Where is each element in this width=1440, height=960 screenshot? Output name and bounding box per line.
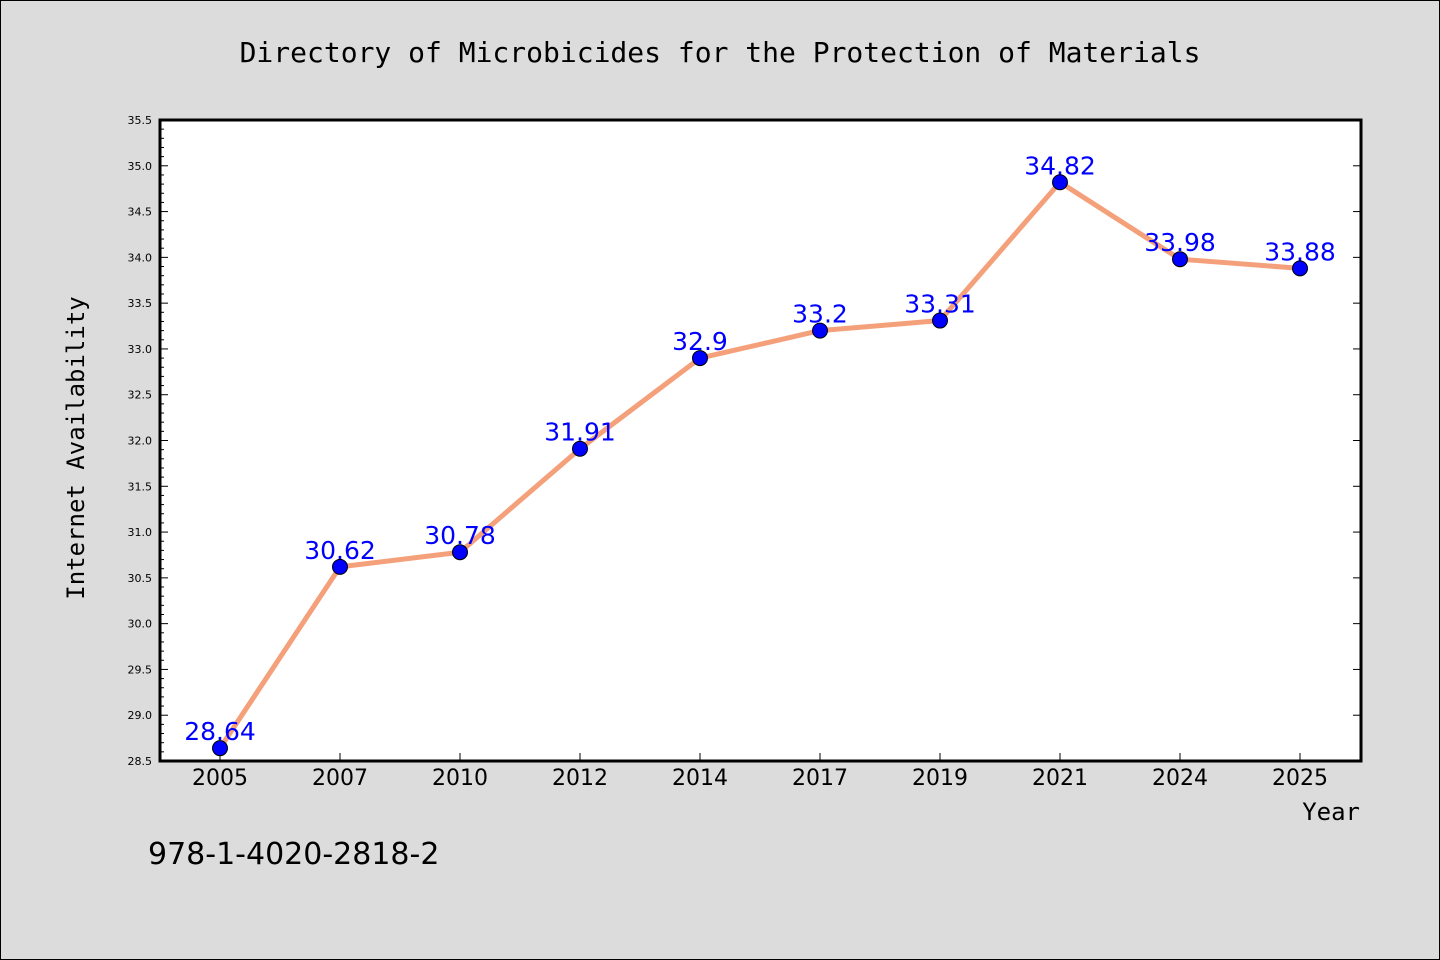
x-tick-label: 2014 [672,766,728,791]
y-tick-label: 32.5 [128,389,153,402]
y-tick-label: 28.5 [128,755,153,768]
x-tick-label: 2012 [552,766,608,791]
data-point-marker [452,544,468,561]
y-axis: 28.5 29.0 29.5 30.0 30.5 31.0 31.5 32.0 32.5 33.0… [128,114,1361,768]
plot-area [158,118,1363,763]
x-axis-label: Year [1302,798,1360,826]
data-label: 33.2 [792,300,848,329]
x-tick-label: 2021 [1032,766,1088,791]
series-line [217,179,1301,750]
data-label: 32.9 [672,327,728,356]
y-tick-label: 30.0 [128,618,153,631]
data-point-marker [1292,260,1308,277]
y-tick-label: 35.0 [128,160,153,173]
data-point-marker [932,312,948,329]
data-label: 33.98 [1144,228,1216,257]
data-label: 30.78 [424,521,496,550]
y-tick-label: 31.0 [128,526,153,539]
y-tick-label: 32.0 [128,435,153,448]
data-point-marker [812,322,828,339]
y-tick-label: 30.5 [128,572,153,585]
y-tick-label: 29.5 [128,663,153,676]
y-tick-label: 31.5 [128,480,153,493]
x-tick-label: 2019 [912,766,968,791]
data-point-marker [692,350,708,367]
y-tick-label: 29.0 [128,709,153,722]
x-tick-label: 2024 [1152,766,1208,791]
data-label: 33.88 [1264,237,1336,266]
isbn-footnote: 978-1-4020-2818-2 [148,837,439,872]
data-label: 31.91 [544,418,616,447]
x-axis: 2005 2007 2010 2012 2014 2017 2019 2021 2024 2025 [192,753,1328,791]
data-label: 30.62 [304,536,376,565]
data-point-marker [572,440,588,457]
y-tick-label: 33.5 [128,297,153,310]
data-point-marker [1052,174,1068,191]
data-label: 34.82 [1024,151,1096,180]
x-tick-label: 2010 [432,766,488,791]
y-axis-label: Internet Availability [62,296,90,599]
data-label: 33.31 [904,290,976,319]
data-label: 28.64 [184,717,256,746]
x-tick-label: 2025 [1272,766,1328,791]
data-point-marker [1172,251,1188,268]
y-tick-label: 35.5 [128,114,153,127]
data-point-marker [332,558,348,575]
x-tick-label: 2017 [792,766,848,791]
y-tick-label: 33.0 [128,343,153,356]
x-tick-label: 2007 [312,766,368,791]
data-labels: 28.64 30.62 30.78 31.91 32.9 33.2 33.31 34.82 33… [184,151,1336,746]
y-tick-label: 34.5 [128,206,153,219]
chart-title: Directory of Microbicides for the Protec… [240,36,1201,69]
y-tick-label: 34.0 [128,251,153,264]
x-tick-label: 2005 [192,766,248,791]
data-point-marker [212,740,228,757]
series-markers [212,174,1308,757]
